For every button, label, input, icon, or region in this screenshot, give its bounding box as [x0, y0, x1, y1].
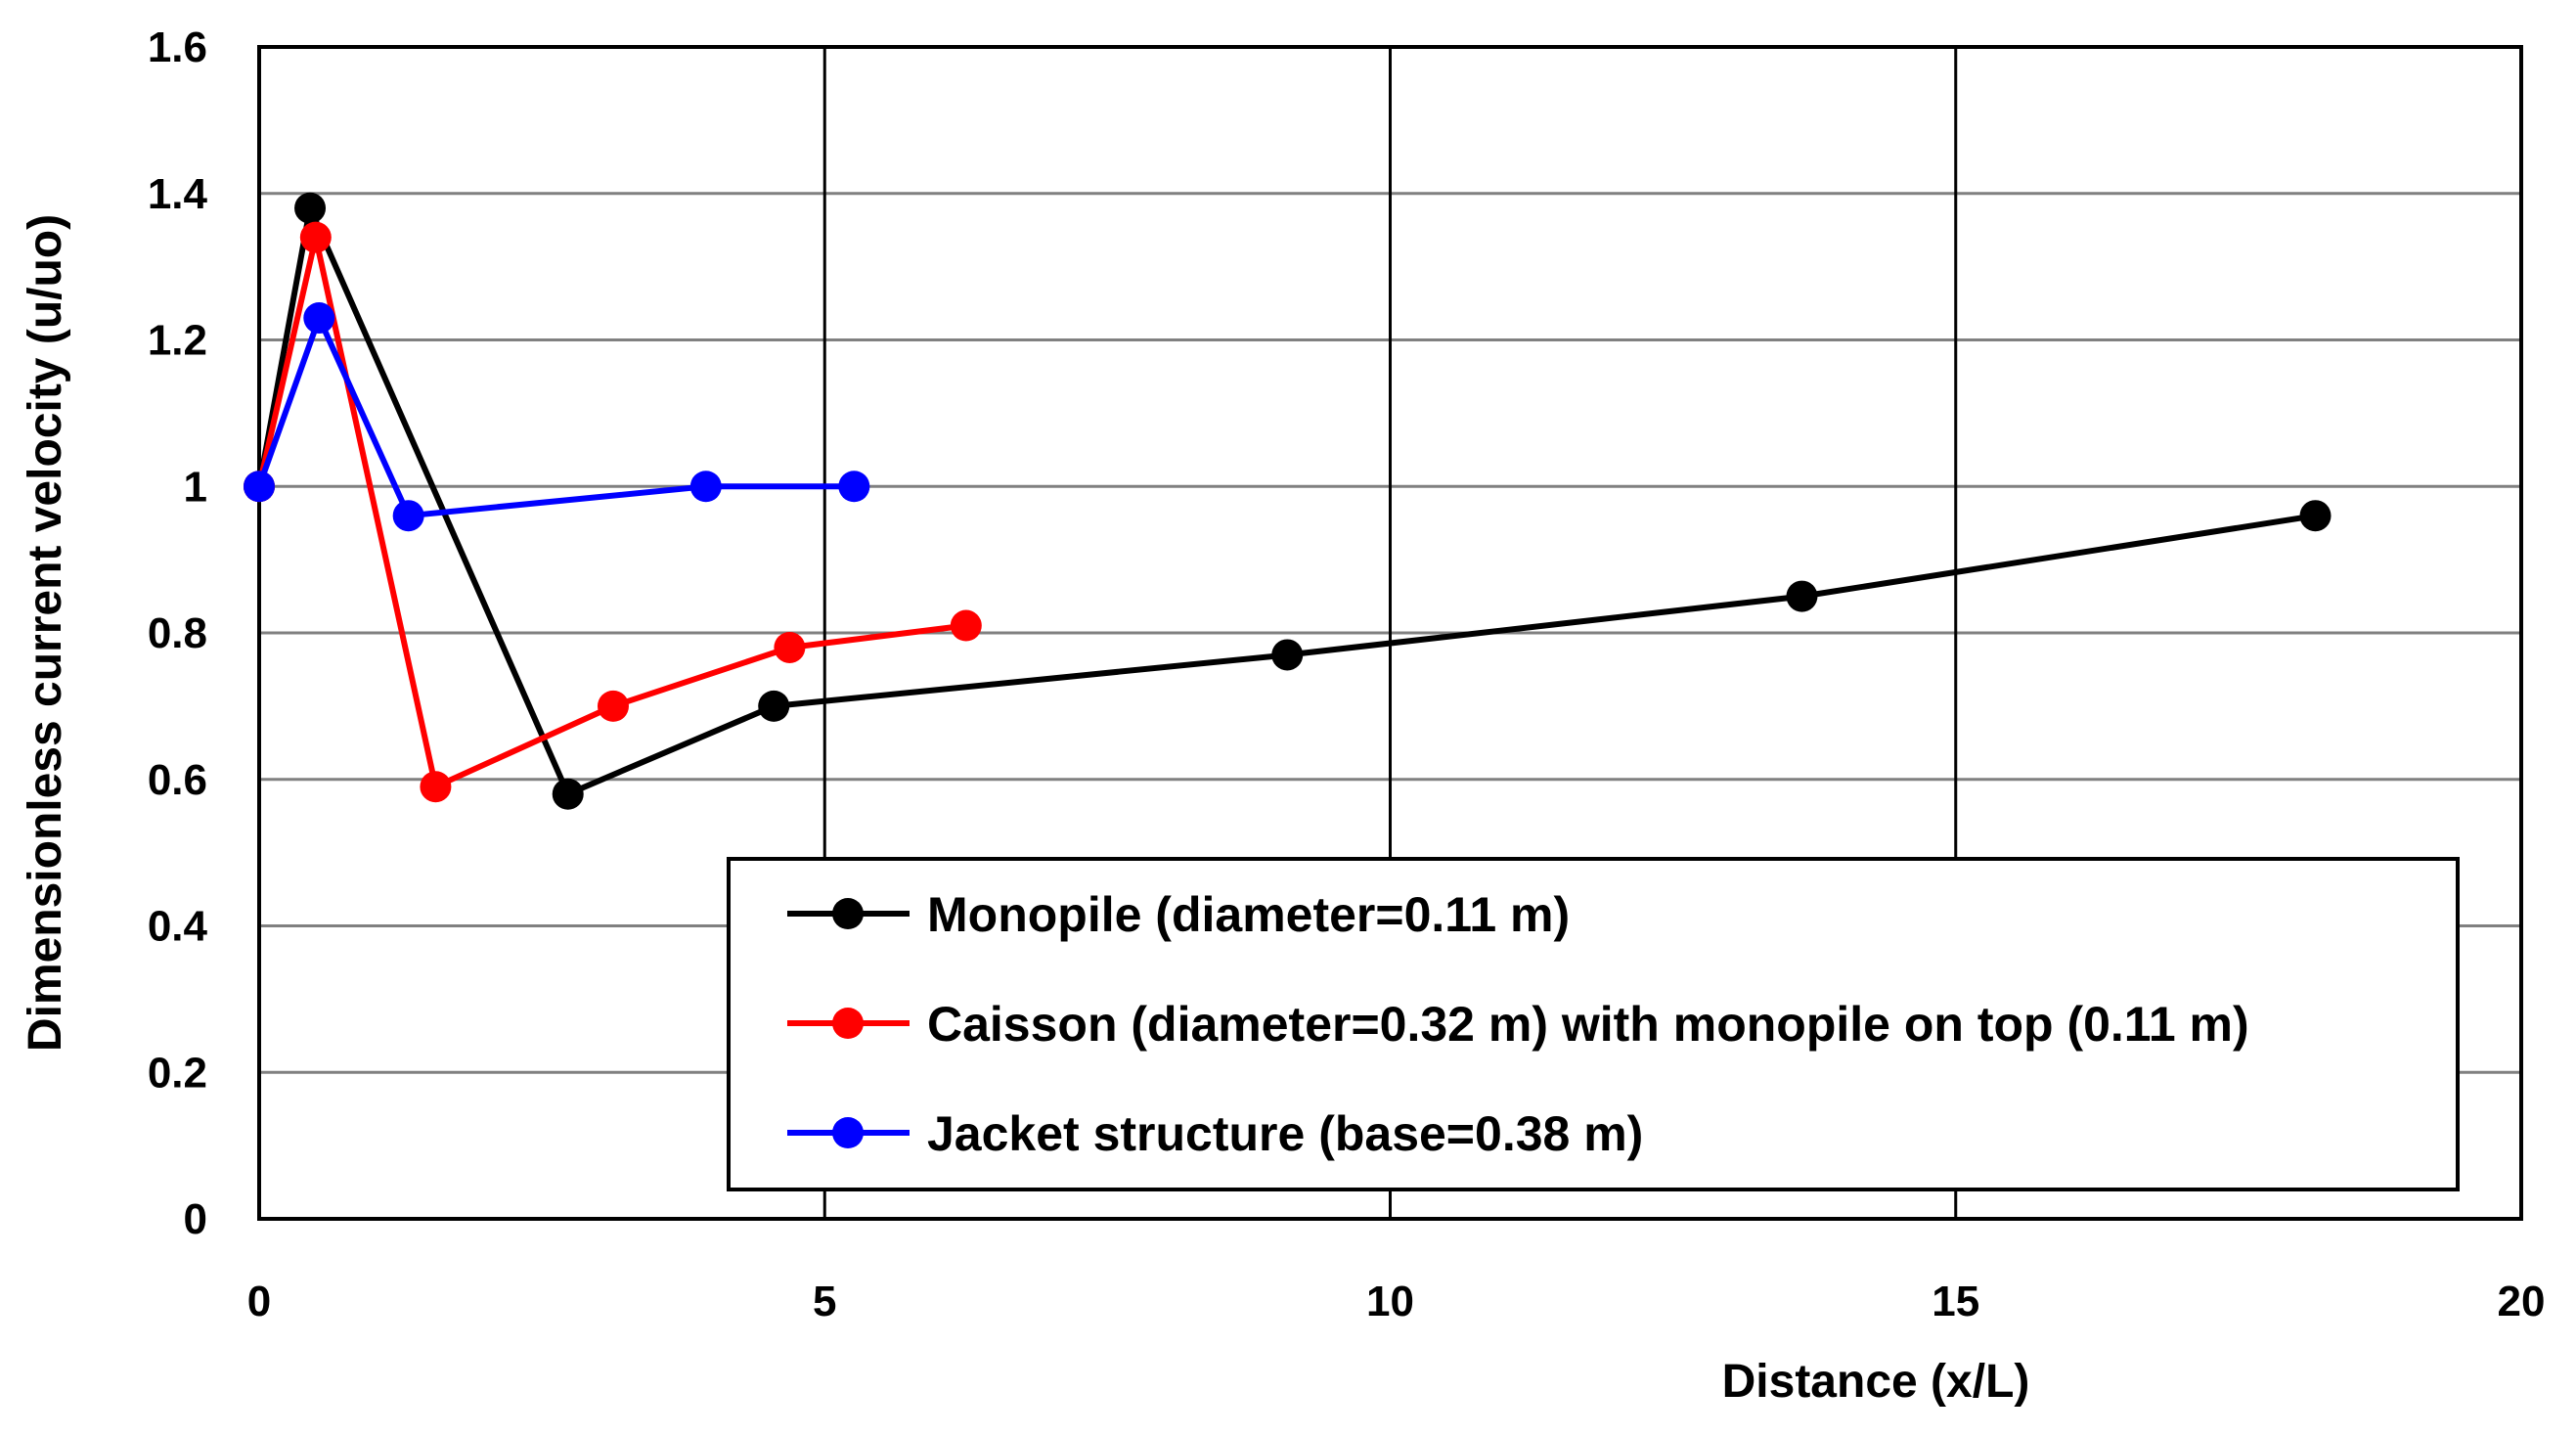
data-point — [392, 500, 424, 532]
legend-item: Caisson (diameter=0.32 m) with monopile … — [787, 997, 2249, 1052]
data-point — [597, 690, 629, 722]
x-tick-label: 15 — [1932, 1278, 1979, 1325]
data-point — [1786, 580, 1818, 612]
x-tick-label: 5 — [813, 1278, 836, 1325]
data-point — [303, 302, 335, 335]
series-line — [256, 234, 967, 790]
legend-item: Jacket structure (base=0.38 m) — [787, 1106, 1643, 1161]
plot-area-frame — [257, 45, 2523, 1221]
legend-label: Jacket structure (base=0.38 m) — [927, 1106, 1643, 1161]
legend: Monopile (diameter=0.11 m) Caisson (diame… — [727, 857, 2460, 1191]
legend-marker — [832, 1117, 864, 1148]
y-tick-label: 0.2 — [148, 1049, 207, 1097]
data-point — [758, 690, 790, 722]
y-axis-tick-labels: 0 0.2 0.4 0.6 0.8 1 1.2 1.4 1.6 — [148, 23, 208, 1243]
data-point — [950, 609, 982, 642]
y-tick-label: 1.4 — [148, 170, 208, 218]
legend-label: Monopile (diameter=0.11 m) — [927, 887, 1570, 942]
y-tick-label: 0.6 — [148, 756, 207, 804]
x-axis-tick-labels: 0 5 10 15 20 — [247, 1278, 2546, 1325]
y-tick-label: 0 — [184, 1195, 207, 1243]
data-point — [2299, 500, 2332, 532]
legend-label: Caisson (diameter=0.32 m) with monopile … — [927, 997, 2249, 1052]
data-point — [689, 471, 722, 503]
data-point — [774, 631, 806, 663]
legend-box — [727, 857, 2460, 1191]
legend-marker — [832, 1008, 864, 1039]
x-tick-label: 0 — [247, 1278, 271, 1325]
data-point — [552, 778, 584, 810]
series-2 — [244, 302, 870, 532]
x-tick-label: 20 — [2498, 1278, 2546, 1325]
data-point — [244, 471, 275, 503]
y-tick-label: 0.4 — [148, 903, 208, 951]
x-tick-label: 10 — [1366, 1278, 1414, 1325]
data-point — [294, 192, 327, 224]
data-point — [838, 471, 870, 503]
x-axis-title: Distance (x/L) — [1722, 1356, 2030, 1408]
data-point — [420, 771, 452, 803]
y-axis-title: Dimensionless current velocity (u/uo) — [20, 214, 71, 1052]
y-tick-label: 0.8 — [148, 609, 207, 657]
data-point — [1271, 639, 1304, 671]
y-tick-label: 1.6 — [148, 23, 207, 71]
data-series — [244, 192, 2332, 810]
data-point — [299, 221, 332, 253]
legend-marker — [832, 898, 864, 929]
y-tick-label: 1 — [184, 463, 207, 511]
y-tick-label: 1.2 — [148, 317, 207, 365]
legend-item: Monopile (diameter=0.11 m) — [787, 887, 1570, 942]
